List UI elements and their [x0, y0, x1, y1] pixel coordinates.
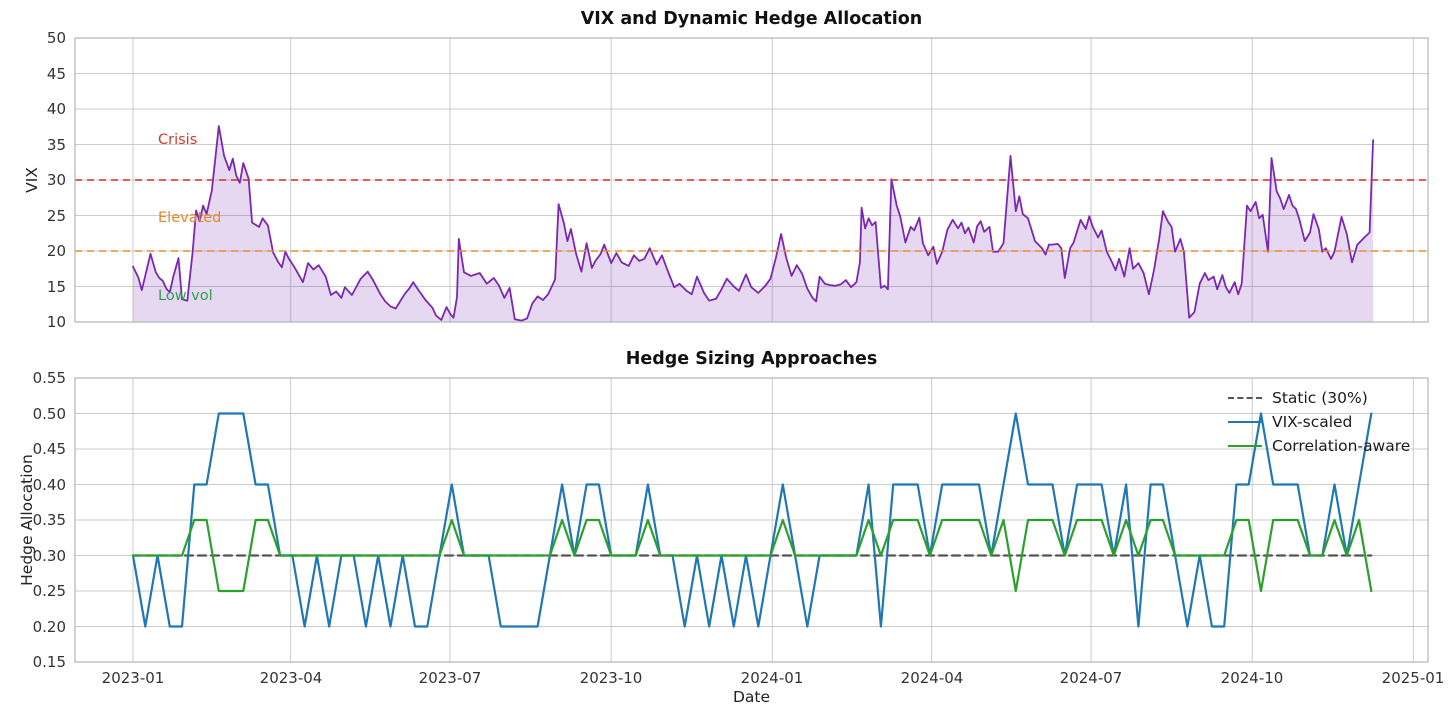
series-fill-vix — [133, 126, 1374, 322]
annotation-crisis: Crisis — [158, 132, 198, 148]
top-chart-title: VIX and Dynamic Hedge Allocation — [580, 9, 923, 29]
x-tick-label: 2023-04 — [259, 669, 323, 687]
y-tick-label: 25 — [46, 207, 66, 225]
y-tick-label: 40 — [46, 100, 66, 118]
x-tick-label: 2024-01 — [740, 669, 804, 687]
y-tick-label: 15 — [46, 278, 66, 296]
y-tick-label: 0.35 — [32, 511, 66, 529]
x-tick-label: 2024-07 — [1059, 669, 1123, 687]
legend-label-static: Static (30%) — [1272, 389, 1368, 407]
legend-line-correlation-aware — [1228, 445, 1262, 447]
y-tick-label: 35 — [46, 136, 66, 154]
bottom-chart-title: Hedge Sizing Approaches — [625, 349, 878, 369]
y-tick-label: 30 — [46, 171, 66, 189]
y-tick-label: 0.20 — [32, 618, 66, 636]
x-tick-label: 2025-01 — [1381, 669, 1445, 687]
series-line-vix-scaled — [131, 412, 1373, 628]
legend-label-correlation-aware: Correlation-aware — [1272, 437, 1411, 455]
x-tick-label: 2023-07 — [418, 669, 482, 687]
y-tick-label: 0.55 — [32, 369, 66, 387]
series-line-correlation-aware — [131, 518, 1373, 593]
y-tick-label: 0.30 — [32, 547, 66, 565]
annotation-elevated: Elevated — [158, 210, 222, 226]
x-tick-label: 2023-01 — [101, 669, 165, 687]
legend-line-vix-scaled — [1228, 421, 1262, 423]
x-tick-label: 2023-10 — [579, 669, 643, 687]
y-tick-label: 0.25 — [32, 582, 66, 600]
y-tick-label: 0.40 — [32, 476, 66, 494]
series-line-vix — [132, 125, 1374, 322]
plot-border — [74, 377, 1429, 663]
x-tick-label: 2024-04 — [900, 669, 964, 687]
x-tick-label: 2024-10 — [1220, 669, 1284, 687]
y-tick-label: 50 — [46, 29, 66, 47]
y-tick-label: 45 — [46, 65, 66, 83]
x-axis-label: Date — [732, 688, 771, 706]
legend-label-vix-scaled: VIX-scaled — [1272, 413, 1353, 431]
plot-border — [74, 37, 1429, 323]
legend-line-static — [1228, 397, 1262, 399]
y-tick-label: 0.50 — [32, 405, 66, 423]
annotation-low-vol: Low vol — [158, 288, 213, 304]
y-tick-label: 0.45 — [32, 440, 66, 458]
y-tick-label: 20 — [46, 242, 66, 260]
y-tick-label: 10 — [46, 313, 66, 331]
y-tick-label: 0.15 — [32, 653, 66, 671]
